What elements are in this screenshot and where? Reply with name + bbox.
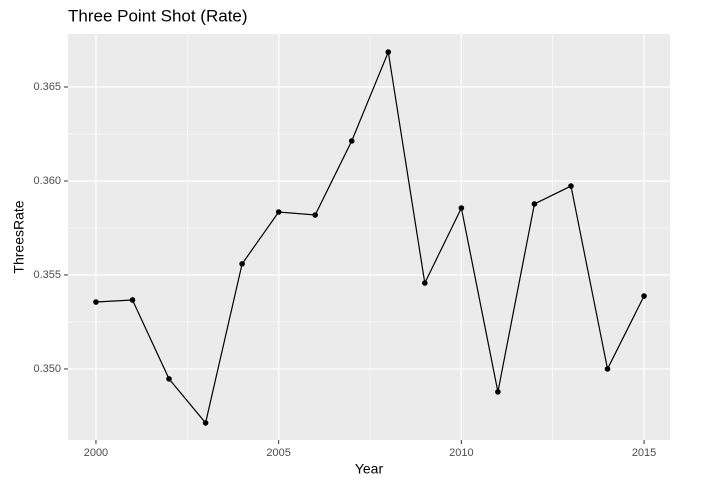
y-tick-label: 0.350 [33,363,61,375]
point [495,389,501,395]
point [458,205,465,211]
point [166,376,172,382]
point [641,293,647,299]
panel [68,34,670,440]
x-tick-label: 2005 [266,447,290,459]
point [604,366,611,372]
y-tick-label: 0.360 [33,175,61,187]
y-axis-title: ThreesRate [11,200,27,273]
x-tick-label: 2000 [84,447,108,459]
point [348,138,355,144]
point [202,420,209,426]
y-tick-label: 0.355 [33,269,61,281]
point [312,212,318,218]
point [422,280,428,286]
point [275,209,282,215]
x-axis-title: Year [355,461,384,477]
chart-title: Three Point Shot (Rate) [68,6,248,25]
point [531,201,538,207]
line [95,49,645,425]
point [129,297,136,303]
x-tick-label: 2010 [449,447,473,459]
y-tick-label: 0.365 [33,81,61,93]
point [568,183,574,189]
point [239,261,245,267]
point [93,299,99,305]
x-tick-label: 2015 [632,447,656,459]
point [385,49,392,55]
